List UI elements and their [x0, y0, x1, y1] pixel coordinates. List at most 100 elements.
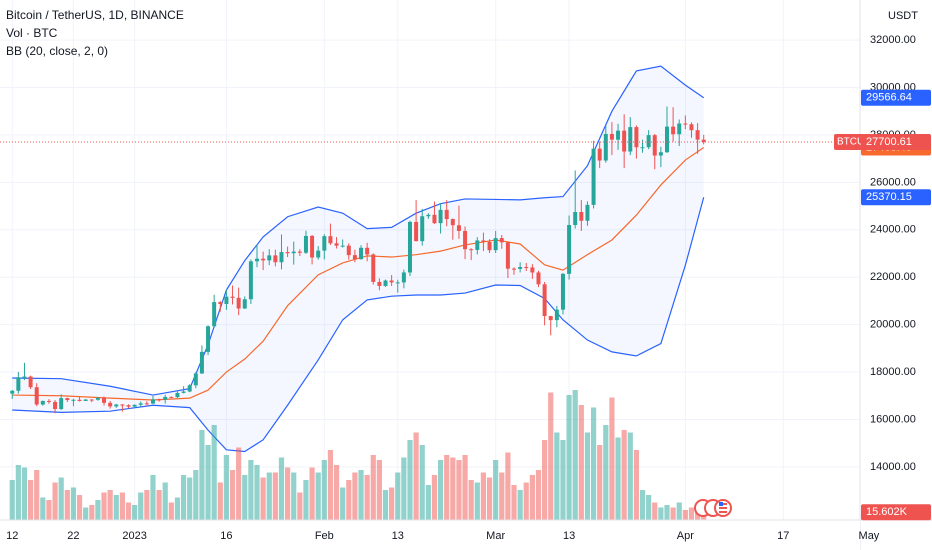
volume-bar: [597, 445, 603, 520]
candle-body: [499, 238, 504, 243]
candle-body: [255, 258, 260, 262]
candle-body: [261, 258, 266, 261]
volume-bar: [407, 440, 413, 520]
price-badge-label: 27700.61: [866, 136, 912, 148]
volume-bar: [376, 460, 382, 520]
volume-bar: [303, 480, 309, 520]
candle-body: [371, 254, 376, 282]
candle-body: [444, 209, 449, 220]
candle-body: [138, 403, 143, 405]
volume-bar: [572, 390, 578, 520]
candle-body: [328, 236, 333, 244]
event-icons: [694, 499, 732, 517]
volume-bar: [199, 430, 205, 520]
candle-body: [365, 247, 370, 255]
candle-body: [157, 399, 162, 401]
volume-bar: [101, 492, 107, 520]
x-tick-label: 2023: [122, 530, 146, 542]
candle-body: [395, 282, 400, 284]
volume-bar: [242, 475, 248, 520]
candle-body: [89, 399, 94, 401]
candle-body: [505, 242, 510, 269]
candle-body: [144, 403, 149, 405]
y-tick-label: 16000.00: [870, 413, 916, 425]
candle-body: [53, 401, 58, 410]
volume-bar: [486, 477, 493, 520]
candle-body: [432, 214, 437, 224]
volume-bar: [364, 475, 370, 520]
candle-body: [187, 385, 192, 392]
candle-body: [420, 216, 425, 242]
candle-body: [340, 245, 345, 247]
candle-body: [273, 255, 278, 263]
volume-bar: [437, 460, 444, 520]
volume-bar: [297, 492, 303, 520]
candle-body: [542, 284, 547, 317]
candle-body: [389, 280, 394, 283]
volume-bar: [217, 482, 223, 520]
candle-body: [10, 390, 15, 394]
candle-body: [475, 240, 480, 250]
volume-bar: [431, 475, 438, 520]
candle-body: [683, 123, 688, 125]
volume-bar: [639, 490, 646, 520]
volume-bar: [382, 490, 389, 520]
candle-body: [169, 396, 174, 398]
candle-body: [16, 377, 21, 391]
volume-bar: [633, 450, 639, 520]
candle-body: [646, 135, 651, 148]
volume-bar: [676, 502, 682, 520]
volume-bar: [523, 482, 529, 520]
volume-bar: [89, 505, 95, 520]
candle-body: [310, 235, 315, 258]
candle-body: [524, 266, 529, 268]
price-pane: [0, 65, 860, 520]
volume-bar: [321, 460, 327, 520]
candle-body: [65, 398, 70, 401]
candle-body: [316, 250, 321, 258]
volume-bar: [468, 480, 474, 520]
candle-body: [83, 399, 88, 401]
candle-body: [22, 376, 27, 378]
candle-body: [426, 214, 431, 217]
candle-body: [28, 376, 33, 388]
volume-bar: [535, 470, 542, 520]
candle-body: [126, 405, 131, 407]
volume-bar: [615, 437, 621, 520]
candle-body: [102, 397, 107, 403]
candle-body: [591, 148, 596, 205]
price-badge-label: 25370.15: [866, 191, 912, 203]
candle-body: [518, 266, 523, 269]
candle-body: [622, 130, 627, 152]
volume-bar: [21, 467, 28, 520]
volume-bar: [260, 477, 266, 520]
candle-body: [163, 396, 168, 400]
band-line: [12, 197, 705, 453]
volume-bar: [413, 432, 419, 520]
volume-bar: [52, 482, 58, 520]
candle-body: [383, 280, 388, 286]
volume-bar: [578, 405, 584, 520]
candle-body: [671, 126, 676, 135]
candle-body: [573, 211, 578, 226]
candle-body: [512, 268, 517, 270]
volume-bar: [474, 482, 480, 520]
volume-bar: [554, 432, 560, 520]
bb-legend: BB (20, close, 2, 0): [6, 44, 108, 58]
candle-body: [285, 252, 290, 254]
candle-body: [291, 251, 296, 254]
x-tick-label: 12: [6, 530, 18, 542]
y-tick-label: 26000.00: [870, 176, 916, 188]
y-tick-label: 32000.00: [870, 34, 916, 46]
volume-bar: [419, 445, 425, 520]
volume-bar: [462, 455, 468, 520]
candle-body: [640, 147, 645, 149]
candle-body: [132, 404, 137, 407]
candle-body: [450, 219, 455, 226]
volume-bar: [272, 472, 278, 520]
volume-bar: [352, 472, 358, 520]
volume-bar: [346, 480, 352, 520]
x-tick-label: Mar: [486, 530, 505, 542]
candle-body: [567, 225, 572, 274]
x-tick-label: Apr: [677, 530, 694, 542]
